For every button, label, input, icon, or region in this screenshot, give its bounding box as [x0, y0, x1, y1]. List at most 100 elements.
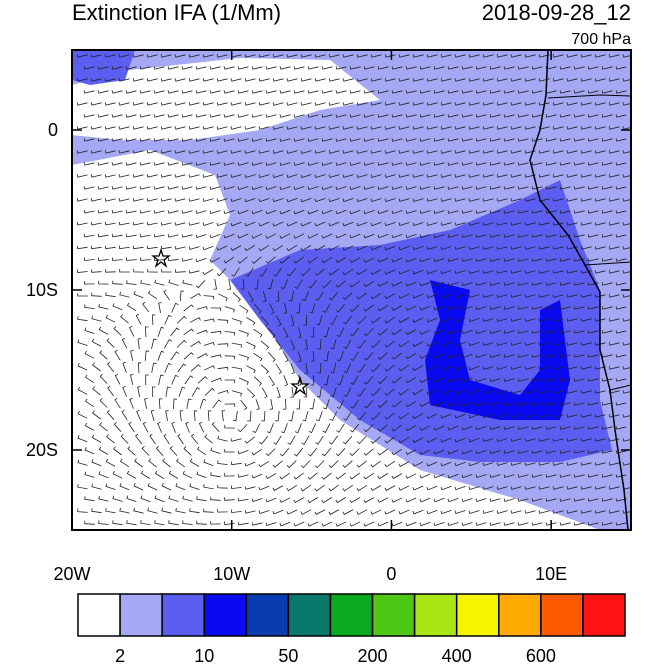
- wind-barb: [475, 210, 487, 214]
- wind-barb: [391, 257, 403, 263]
- wind-barb: [146, 102, 158, 106]
- wind-barb: [559, 258, 571, 262]
- wind-barb: [153, 66, 165, 70]
- wind-barb: [265, 114, 277, 118]
- wind-barb: [433, 281, 445, 287]
- wind-barb: [377, 376, 388, 385]
- wind-barb: [608, 462, 620, 466]
- wind-barb: [468, 270, 480, 274]
- wind-barb: [426, 126, 438, 130]
- wind-barb: [146, 54, 158, 58]
- wind-barb: [315, 291, 324, 301]
- wind-barb: [171, 374, 179, 385]
- wind-barb: [164, 314, 172, 325]
- wind-barb: [601, 162, 613, 166]
- wind-barb: [615, 450, 627, 454]
- wind-barb: [566, 342, 578, 346]
- wind-barb: [337, 375, 344, 386]
- wind-barb: [137, 362, 142, 374]
- wind-barb: [237, 114, 249, 118]
- wind-barb: [328, 126, 340, 130]
- wind-barb: [343, 411, 352, 421]
- wind-barb: [308, 423, 317, 434]
- wind-barb: [398, 198, 410, 202]
- wind-barb: [412, 509, 424, 515]
- wind-barb: [363, 66, 375, 70]
- wind-barb: [426, 341, 438, 347]
- wind-barb: [454, 150, 466, 154]
- wind-barb: [552, 462, 564, 466]
- wind-barb: [447, 90, 459, 94]
- colorbar-label: 600: [526, 646, 556, 666]
- wind-barb: [496, 222, 508, 226]
- y-tick-label: 20S: [26, 440, 58, 460]
- wind-barb: [608, 246, 620, 250]
- wind-barb: [251, 186, 263, 191]
- wind-barb: [559, 138, 571, 142]
- wind-barb: [615, 426, 627, 430]
- wind-barb: [587, 498, 599, 502]
- wind-barb: [363, 186, 375, 190]
- wind-barb: [615, 138, 627, 142]
- wind-barb: [112, 520, 123, 526]
- wind-barb: [524, 126, 536, 130]
- wind-barb: [203, 508, 214, 513]
- wind-barb: [398, 461, 410, 467]
- wind-barb: [98, 495, 109, 502]
- wind-barb: [489, 402, 501, 407]
- wind-barb: [370, 78, 382, 82]
- wind-barb: [454, 78, 466, 82]
- wind-barb: [405, 521, 417, 527]
- wind-barb: [293, 256, 304, 264]
- wind-barb: [342, 150, 354, 154]
- wind-barb: [268, 328, 276, 338]
- wind-barb: [126, 280, 137, 285]
- wind-barb: [265, 209, 277, 215]
- wind-barb: [510, 366, 522, 370]
- wind-barb: [164, 362, 172, 373]
- wind-barb: [336, 327, 345, 338]
- wind-barb: [370, 509, 382, 515]
- wind-barb: [309, 303, 316, 314]
- wind-barb: [290, 339, 296, 351]
- wind-barb: [566, 78, 578, 82]
- wind-barb: [482, 246, 494, 250]
- wind-barb: [162, 458, 171, 468]
- wind-barb: [314, 198, 326, 203]
- wind-barb: [545, 162, 557, 166]
- wind-barb: [468, 198, 480, 202]
- wind-barb: [370, 54, 382, 58]
- wind-barb: [363, 304, 374, 312]
- wind-barb: [216, 78, 228, 82]
- wind-barb: [587, 522, 599, 526]
- wind-barb: [566, 270, 578, 274]
- wind-barb: [223, 256, 235, 264]
- wind-barb: [440, 150, 452, 154]
- wind-barb: [209, 138, 221, 142]
- wind-barb: [475, 234, 487, 238]
- wind-barb: [440, 54, 452, 58]
- wind-barb: [139, 90, 151, 94]
- wind-barb: [258, 485, 270, 491]
- wind-barb: [447, 162, 459, 166]
- wind-barb: [391, 305, 403, 311]
- wind-barb: [510, 222, 522, 226]
- wind-barb: [440, 222, 452, 226]
- wind-barb: [384, 269, 396, 275]
- wind-barb: [566, 462, 578, 466]
- wind-barb: [223, 186, 235, 190]
- wind-barb: [433, 258, 445, 263]
- wind-barb: [538, 366, 550, 370]
- wind-barb: [91, 338, 102, 347]
- wind-barb: [216, 268, 227, 277]
- wind-barb: [275, 290, 280, 302]
- wind-barb: [98, 257, 109, 261]
- wind-barb: [503, 498, 515, 502]
- wind-barb: [213, 279, 217, 290]
- wind-barb: [482, 198, 494, 202]
- wind-barb: [587, 162, 599, 166]
- wind-barb: [419, 329, 431, 335]
- wind-barb: [391, 448, 403, 456]
- wind-barb: [531, 258, 543, 262]
- wind-barb: [76, 78, 88, 82]
